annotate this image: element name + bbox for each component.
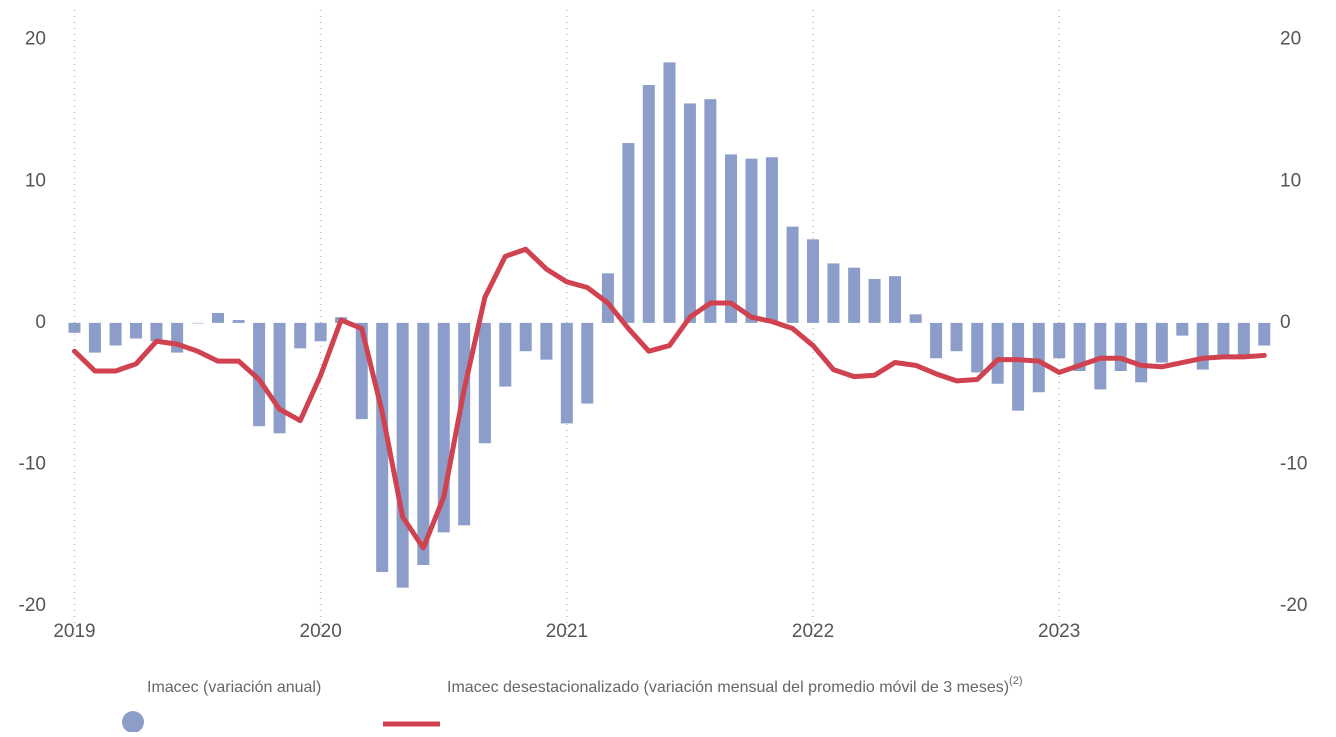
y-tick-label: 10	[25, 170, 46, 191]
bar	[930, 322, 943, 359]
bar	[622, 143, 635, 323]
bar	[1032, 322, 1045, 393]
bar	[88, 322, 101, 353]
bar	[1155, 322, 1168, 363]
bar	[1217, 322, 1230, 357]
bar	[1258, 322, 1271, 346]
bar	[130, 322, 143, 339]
y-tick-label: 20	[25, 29, 46, 50]
bar	[540, 322, 553, 360]
legend-text: Imacec desestacionalizado (variación men…	[447, 679, 1009, 696]
bar	[950, 322, 963, 352]
bar	[683, 103, 696, 323]
bar	[786, 226, 799, 323]
bar	[745, 158, 758, 323]
bar	[1135, 322, 1148, 383]
bar	[991, 322, 1004, 384]
bar	[848, 267, 861, 323]
y-tick-label: -20	[19, 595, 46, 616]
bar	[294, 322, 307, 349]
bar	[1073, 322, 1086, 372]
bar	[191, 322, 204, 324]
y2-tick-label: 10	[1280, 170, 1301, 191]
line	[71, 246, 1267, 551]
bar	[560, 322, 573, 424]
bar	[1053, 322, 1066, 359]
bar	[663, 62, 676, 323]
x-tick-label: 2020	[300, 621, 342, 642]
bar	[909, 314, 922, 323]
x-tick-label: 2021	[546, 621, 588, 642]
legend-marker	[122, 711, 144, 733]
bar	[868, 278, 881, 323]
legend-label: Imacec desestacionalizado (variación men…	[447, 675, 1023, 696]
bar	[396, 322, 409, 588]
bar	[417, 322, 430, 565]
legend-text: Imacec (variación anual)	[147, 679, 321, 696]
bar	[211, 312, 224, 323]
bar	[232, 320, 245, 323]
bar	[519, 322, 532, 352]
y2-tick-label: 20	[1280, 29, 1301, 50]
bar	[765, 157, 778, 323]
bar	[68, 322, 81, 333]
y2-tick-label: -10	[1280, 453, 1307, 474]
x-tick-label: 2023	[1038, 621, 1080, 642]
y-tick-label: 0	[35, 312, 46, 333]
bar	[888, 276, 901, 323]
bar	[1237, 322, 1250, 359]
x-tick-label: 2019	[53, 621, 95, 642]
legend-note: (2)	[1009, 675, 1022, 687]
bar	[253, 322, 266, 427]
bar	[499, 322, 512, 387]
y2-tick-label: -20	[1280, 595, 1307, 616]
bar	[704, 99, 717, 323]
bar	[150, 322, 163, 342]
bar	[1012, 322, 1025, 411]
bar	[314, 322, 327, 342]
bar	[478, 322, 491, 444]
bar	[827, 263, 840, 323]
y-tick-label: -10	[19, 453, 46, 474]
bar	[807, 239, 820, 323]
bar	[1196, 322, 1209, 370]
legend-label: Imacec (variación anual)	[147, 679, 321, 696]
bar	[109, 322, 122, 346]
bar	[376, 322, 389, 573]
bar	[971, 322, 984, 373]
bar	[725, 154, 738, 323]
x-tick-label: 2022	[792, 621, 834, 642]
bar	[581, 322, 594, 404]
bar	[273, 322, 286, 434]
y2-tick-label: 0	[1280, 312, 1291, 333]
bar	[1176, 322, 1189, 336]
bar	[1114, 322, 1127, 372]
bar	[642, 85, 655, 323]
